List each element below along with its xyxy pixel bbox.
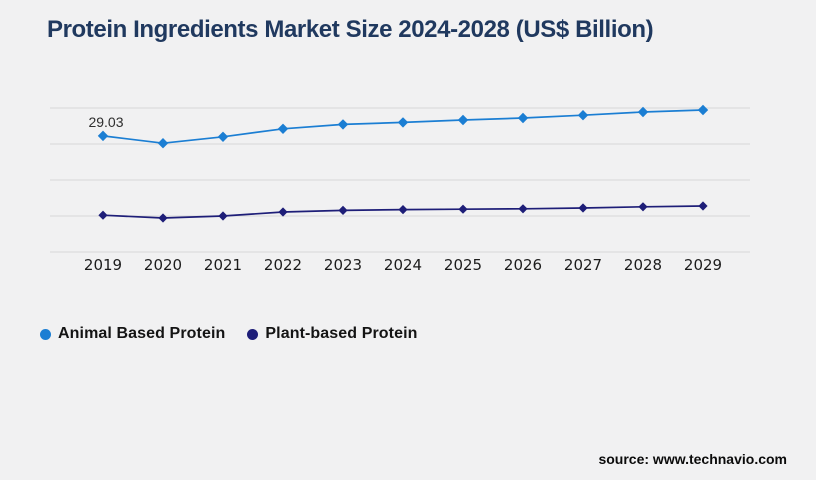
data-point-marker: [697, 104, 709, 116]
data-point-marker: [217, 131, 229, 142]
data-point-marker: [398, 205, 408, 215]
x-axis-label: 2022: [264, 256, 302, 274]
x-axis-label: 2028: [624, 256, 662, 274]
x-axis-label: 2023: [324, 256, 362, 274]
page-title: Protein Ingredients Market Size 2024-202…: [47, 16, 654, 43]
data-point-marker: [278, 207, 288, 217]
chart-legend: Animal Based Protein Plant-based Protein: [40, 325, 418, 343]
market-size-chart: 29.03 2019 2020 2021 2022 2023 2024 2025 2026 202…: [50, 104, 750, 274]
x-axis-label: 2026: [504, 256, 542, 274]
legend-label-animal: Animal Based Protein: [58, 325, 226, 342]
data-point-marker: [397, 117, 409, 128]
x-axis-label: 2029: [684, 256, 722, 274]
legend-item-plant-based-protein[interactable]: Plant-based Protein: [247, 325, 417, 343]
data-point-marker: [277, 123, 289, 134]
data-point-marker: [458, 204, 468, 214]
data-point-marker: [98, 210, 108, 220]
data-point-marker: [638, 202, 648, 212]
x-axis-label: 2027: [564, 256, 602, 274]
data-point-marker: [517, 112, 529, 124]
data-point-marker: [698, 201, 708, 211]
data-point-marker: [518, 204, 528, 214]
data-point-marker: [578, 203, 588, 213]
data-point-label: 29.03: [88, 114, 123, 130]
x-axis-label: 2019: [84, 256, 122, 274]
data-point-marker: [218, 211, 228, 221]
data-point-marker: [158, 213, 168, 223]
data-point-marker: [577, 110, 589, 121]
data-point-marker: [337, 119, 349, 130]
x-axis-label: 2020: [144, 256, 182, 274]
data-point-marker: [97, 130, 109, 142]
source-attribution: source: www.technavio.com: [598, 451, 787, 467]
data-point-marker: [637, 106, 649, 118]
legend-dot-plant-icon: [247, 328, 259, 340]
legend-label-plant: Plant-based Protein: [265, 325, 418, 342]
legend-item-animal-based-protein[interactable]: Animal Based Protein: [40, 325, 225, 343]
x-axis-label: 2025: [444, 256, 482, 274]
data-point-marker: [457, 114, 469, 126]
x-axis-label: 2024: [384, 256, 422, 274]
data-point-marker: [338, 205, 348, 215]
legend-dot-animal-icon: [40, 328, 51, 340]
x-axis-label: 2021: [204, 256, 242, 274]
data-point-marker: [157, 138, 169, 149]
